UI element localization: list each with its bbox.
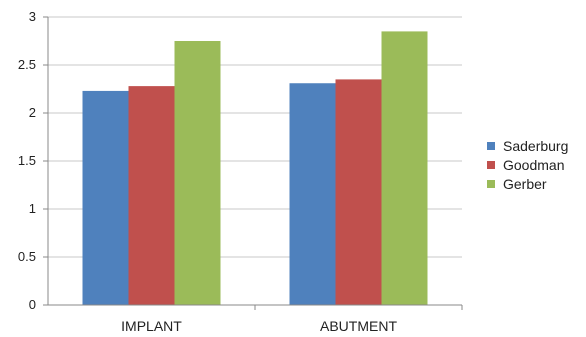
legend-label-goodman: Goodman xyxy=(503,157,564,173)
y-axis-tick-labels: 0 0.5 1 1.5 2 2.5 3 xyxy=(18,9,36,312)
x-category-label: ABUTMENT xyxy=(320,318,397,334)
bar-saderburg-implant xyxy=(82,90,129,305)
y-tick-label: 2 xyxy=(29,105,36,120)
legend-label-gerber: Gerber xyxy=(503,176,547,192)
axes xyxy=(43,16,463,310)
bar-goodman-abutment xyxy=(335,79,382,306)
bar-saderburg-abutment xyxy=(289,83,336,306)
legend-label-saderburg: Saderburg xyxy=(503,138,568,154)
legend-swatch-saderburg xyxy=(487,142,495,150)
y-tick-label: 3 xyxy=(29,9,36,24)
bar-goodman-implant xyxy=(128,86,175,306)
y-tick-label: 0 xyxy=(29,297,36,312)
x-axis-category-labels: IMPLANT ABUTMENT xyxy=(121,318,397,334)
legend: Saderburg Goodman Gerber xyxy=(487,138,568,192)
legend-swatch-goodman xyxy=(487,161,495,169)
bars xyxy=(82,31,428,306)
y-tick-label: 0.5 xyxy=(18,249,36,264)
bar-gerber-implant xyxy=(174,41,221,305)
y-tick-label: 1.5 xyxy=(18,153,36,168)
y-tick-label: 1 xyxy=(29,201,36,216)
bar-gerber-abutment xyxy=(381,31,428,306)
x-category-label: IMPLANT xyxy=(121,318,182,334)
y-tick-label: 2.5 xyxy=(18,57,36,72)
legend-swatch-gerber xyxy=(487,180,495,188)
